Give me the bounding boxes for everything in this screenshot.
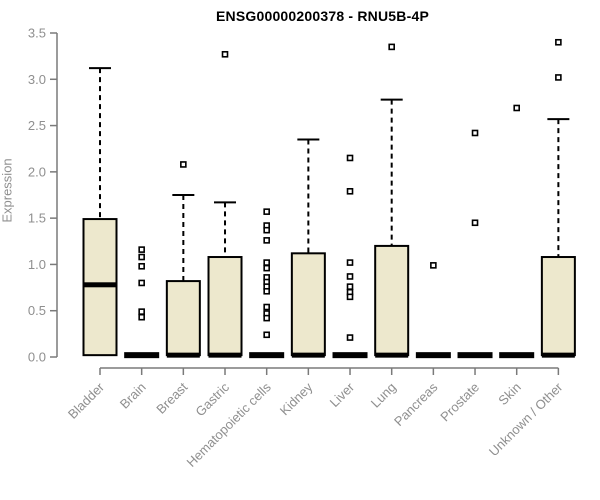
y-tick-label: 3.5 — [28, 26, 46, 41]
outlier-point — [263, 259, 270, 266]
outlier-point — [555, 74, 562, 81]
box-unknown-other — [540, 38, 576, 358]
collapsed-box-bar — [124, 352, 160, 359]
median-line — [291, 352, 325, 358]
outlier-point — [346, 334, 354, 341]
outlier-point — [346, 273, 354, 280]
box-skin — [499, 104, 535, 359]
box-iqr — [165, 280, 201, 357]
x-tick-label: Liver — [327, 379, 358, 410]
outlier-point — [263, 264, 270, 272]
median-line — [375, 352, 409, 358]
y-tick-label: 1.0 — [28, 257, 46, 272]
box-bladder — [82, 67, 118, 357]
box-iqr — [207, 256, 243, 357]
outlier-point — [555, 38, 562, 46]
x-tick-label: Pancreas — [391, 379, 441, 429]
outlier-point — [388, 43, 395, 51]
outlier-point — [138, 253, 145, 261]
box-lung — [374, 43, 410, 358]
y-tick-label: 2.0 — [28, 164, 46, 179]
outlier-point — [513, 104, 521, 112]
outlier-point — [346, 283, 354, 290]
box-breast — [165, 161, 201, 358]
x-tick-label: Brain — [117, 380, 149, 412]
x-tick-label: Unknown / Other — [486, 379, 566, 459]
box-iqr — [374, 244, 410, 357]
outlier-point — [263, 303, 270, 311]
outlier-point — [138, 262, 145, 270]
outlier-point — [430, 262, 437, 269]
box-pancreas — [415, 262, 451, 359]
outlier-point — [138, 308, 145, 315]
x-tick-label: Lung — [368, 380, 399, 411]
collapsed-box-bar — [457, 352, 493, 359]
x-tick-label: Gastric — [192, 379, 232, 419]
outlier-point — [263, 314, 270, 322]
box-kidney — [290, 138, 326, 358]
x-tick-label: Breast — [153, 379, 190, 416]
outlier-point — [263, 287, 270, 295]
x-tick-label: Skin — [495, 380, 523, 408]
box-iqr — [540, 256, 576, 357]
box-brain — [124, 246, 160, 359]
box-gastric — [207, 50, 243, 358]
x-tick-label: Prostate — [437, 380, 482, 425]
outlier-point — [138, 246, 145, 253]
outlier-point — [263, 226, 270, 234]
box-hematopoietic-cells — [249, 208, 285, 359]
x-tick-label: Bladder — [65, 379, 108, 422]
outlier-point — [221, 50, 229, 58]
median-line — [208, 352, 242, 358]
outlier-point — [346, 187, 354, 195]
box-liver — [332, 154, 368, 359]
outlier-point — [263, 208, 270, 215]
y-tick-label: 0.5 — [28, 303, 46, 318]
collapsed-box-bar — [332, 352, 368, 359]
chart-title: ENSG00000200378 - RNU5B-4P — [216, 8, 429, 24]
collapsed-box-bar — [415, 352, 451, 359]
outlier-point — [263, 237, 270, 244]
outlier-point — [263, 331, 270, 339]
x-tick-label: Kidney — [277, 379, 316, 418]
median-line — [541, 352, 575, 358]
outlier-point — [346, 293, 354, 301]
box-prostate — [457, 129, 493, 359]
outlier-point — [471, 129, 479, 137]
y-tick-label: 0.0 — [28, 350, 46, 365]
outlier-point — [138, 279, 145, 287]
y-tick-label: 1.5 — [28, 211, 46, 226]
y-tick-label: 2.5 — [28, 118, 46, 133]
median-line — [83, 282, 117, 288]
outlier-point — [138, 313, 145, 321]
outlier-point — [180, 161, 187, 168]
box-iqr — [290, 252, 326, 357]
outlier-point — [346, 154, 354, 162]
median-line — [166, 352, 200, 358]
collapsed-box-bar — [249, 352, 285, 359]
outlier-point — [471, 219, 479, 227]
outlier-point — [346, 259, 354, 266]
collapsed-box-bar — [499, 352, 535, 359]
y-tick-label: 3.0 — [28, 72, 46, 87]
